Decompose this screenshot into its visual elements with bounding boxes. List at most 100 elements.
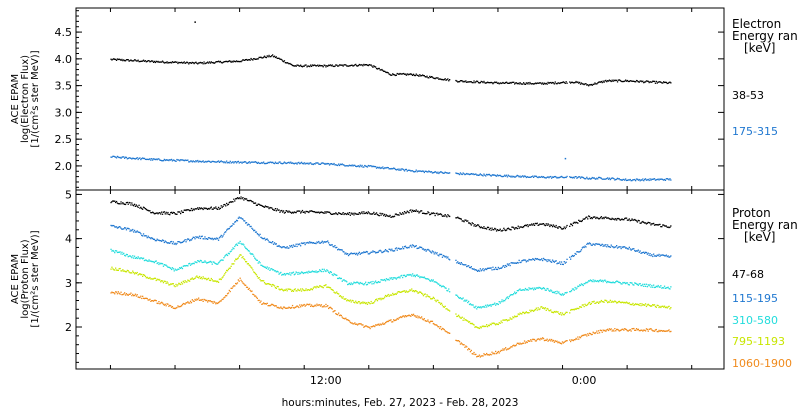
electron-data-point <box>483 80 485 83</box>
proton-data-point <box>294 245 296 247</box>
proton-data-point <box>116 293 119 295</box>
proton-data-point <box>342 279 344 281</box>
proton-data-point <box>194 238 196 240</box>
proton-data-point <box>154 299 156 301</box>
proton-data-point <box>139 207 141 209</box>
proton-data-point <box>211 208 213 210</box>
proton-data-point <box>161 301 163 303</box>
proton-data-point <box>271 285 273 287</box>
proton-data-point <box>257 233 259 236</box>
proton-data-point <box>410 244 412 246</box>
electron-data-point <box>540 176 542 178</box>
proton-data-point <box>439 284 441 287</box>
proton-data-point <box>129 272 131 274</box>
proton-data-point <box>141 257 143 259</box>
proton-data-point <box>365 281 367 283</box>
proton-data-point <box>420 291 422 293</box>
proton-data-point <box>473 268 475 270</box>
proton-data-point <box>265 238 267 240</box>
proton-data-point <box>619 282 621 284</box>
proton-data-point <box>383 323 385 325</box>
proton-data-point <box>169 284 171 286</box>
proton-data-point <box>230 265 232 267</box>
proton-data-point <box>115 291 118 293</box>
electron-data-point <box>169 159 171 161</box>
electron-data-point <box>236 60 239 63</box>
electron-data-point <box>356 165 358 168</box>
proton-data-point <box>382 251 384 253</box>
proton-data-point <box>417 210 419 212</box>
proton-data-point <box>336 246 338 249</box>
proton-data-point <box>468 348 471 350</box>
electron-data-point <box>189 62 191 64</box>
proton-data-point <box>421 276 424 278</box>
proton-data-point <box>562 263 564 266</box>
proton-data-point <box>153 213 156 215</box>
proton-data-point <box>502 319 504 321</box>
proton-data-point <box>576 222 578 224</box>
proton-data-point <box>435 281 437 283</box>
proton-data-point <box>432 296 434 298</box>
proton-data-point <box>465 264 467 266</box>
electron-data-point <box>493 174 495 176</box>
proton-data-point <box>583 283 585 285</box>
proton-data-point <box>479 268 481 270</box>
proton-data-point <box>370 281 372 283</box>
electron-data-point <box>488 173 490 176</box>
proton-data-point <box>662 330 664 332</box>
electron-data-point <box>589 178 592 180</box>
proton-data-point <box>121 203 123 205</box>
electron-data-point <box>252 59 254 61</box>
electron-data-point <box>180 61 183 63</box>
electron-data-point <box>422 74 425 77</box>
electron-data-point <box>373 65 375 67</box>
proton-data-point <box>491 227 493 229</box>
electron-data-point <box>214 62 216 64</box>
electron-data-point <box>342 65 344 67</box>
proton-data-point <box>282 211 284 213</box>
proton-data-point <box>204 260 206 262</box>
proton-data-point <box>572 222 574 224</box>
proton-data-point <box>403 274 405 277</box>
proton-data-point <box>280 288 282 291</box>
proton-data-point <box>355 300 357 302</box>
proton-data-point <box>311 289 314 291</box>
electron-data-point <box>533 83 536 85</box>
proton-data-point <box>430 320 432 322</box>
proton-data-point <box>499 267 501 269</box>
electron-data-point <box>328 64 330 66</box>
proton-data-point <box>558 341 560 343</box>
proton-data-point <box>115 201 117 204</box>
proton-data-point <box>273 305 276 307</box>
electron-data-point <box>593 177 595 179</box>
proton-data-point <box>338 277 340 280</box>
electron-data-point <box>652 80 654 82</box>
electron-data-point <box>120 157 122 159</box>
proton-data-point <box>449 291 451 293</box>
proton-ylabel-line1: ACE EPAM <box>10 254 21 304</box>
electron-data-point <box>181 159 184 161</box>
proton-data-point <box>191 263 193 265</box>
proton-data-point <box>272 304 275 306</box>
proton-data-point <box>501 321 503 324</box>
proton-data-point <box>488 354 490 356</box>
electron-data-point <box>524 175 527 177</box>
electron-data-point <box>149 61 151 63</box>
electron-data-point <box>480 174 482 176</box>
proton-data-point <box>153 299 156 301</box>
electron-data-point <box>306 163 308 165</box>
electron-data-point <box>529 81 531 84</box>
proton-data-point <box>375 324 378 326</box>
electron-data-point <box>121 156 123 158</box>
proton-data-point <box>613 247 615 249</box>
proton-data-point <box>162 211 165 213</box>
proton-data-point <box>287 247 289 249</box>
proton-data-point <box>366 251 369 253</box>
electron-data-point <box>430 76 433 78</box>
proton-data-point <box>161 211 163 213</box>
proton-data-point <box>484 354 486 356</box>
proton-data-point <box>272 269 275 271</box>
proton-data-point <box>507 319 509 321</box>
electron-data-point <box>338 64 341 66</box>
proton-data-point <box>249 265 251 267</box>
